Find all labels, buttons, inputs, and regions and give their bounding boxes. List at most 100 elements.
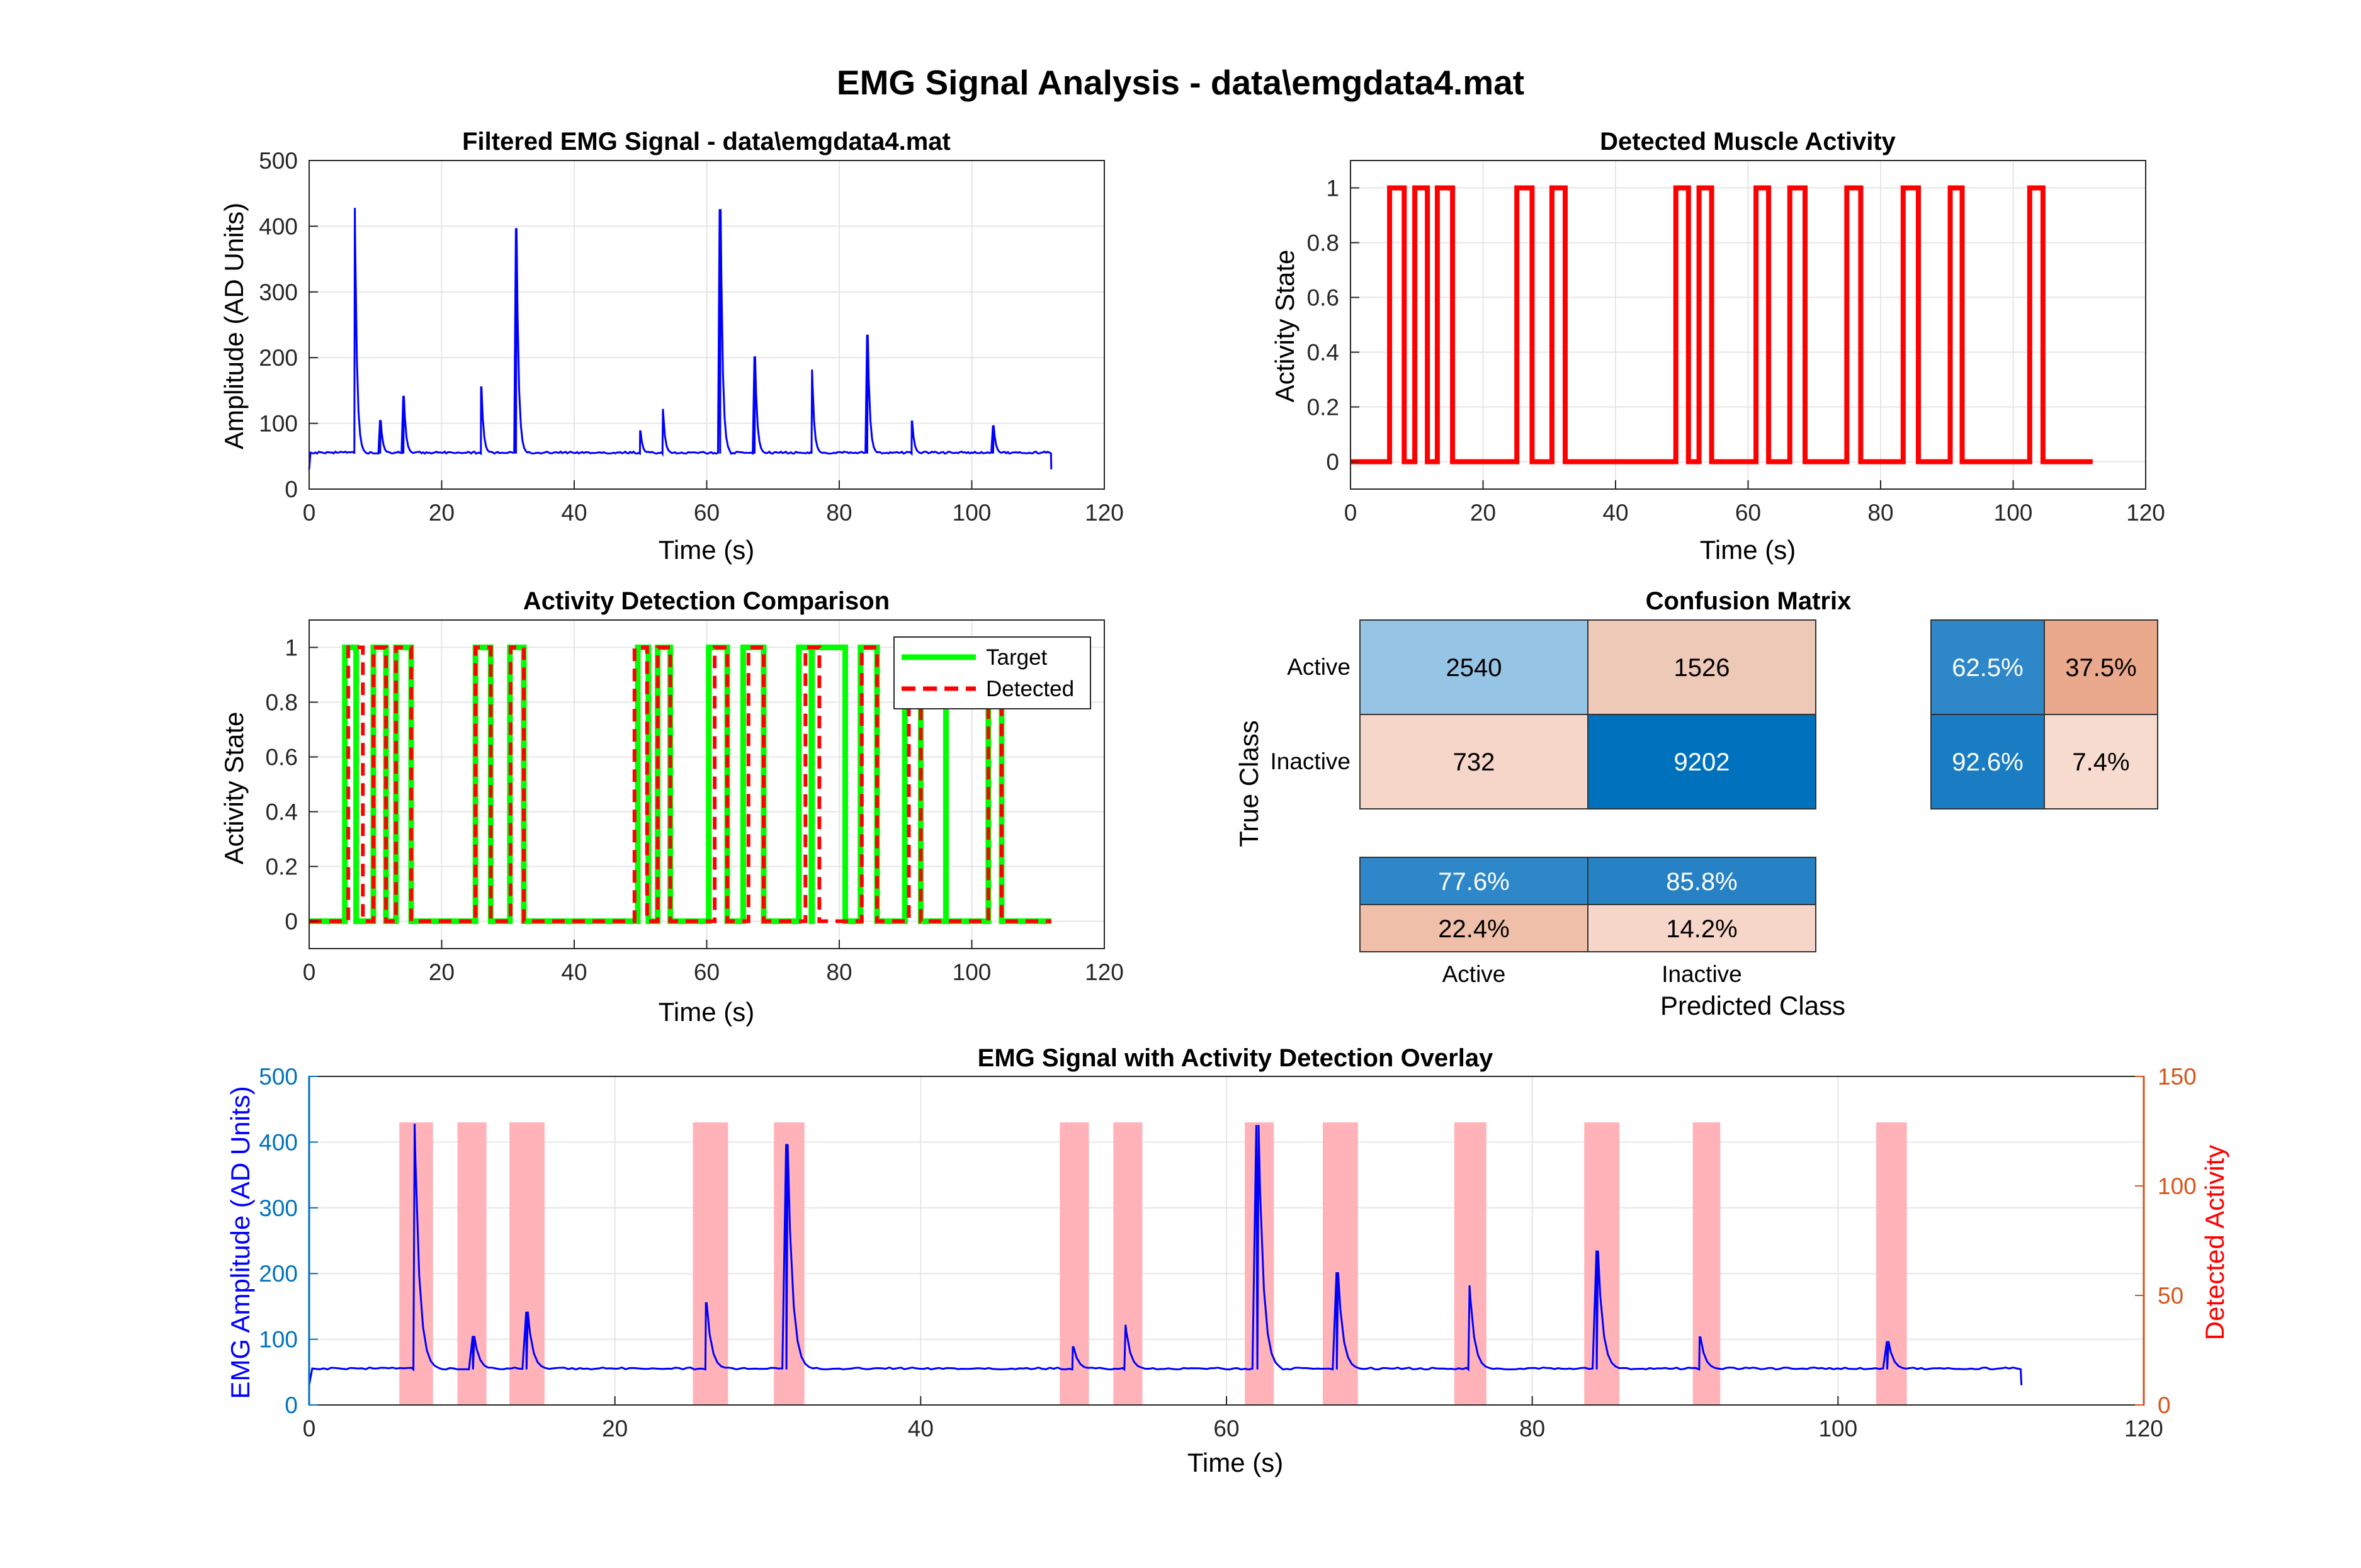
cm-col-summary-value: 77.6%	[1438, 868, 1509, 896]
x-tick-label: 80	[826, 500, 852, 526]
y-tick-label: 0	[1326, 449, 1339, 475]
y-tick-label: 0.2	[266, 854, 298, 880]
cm-row-label: Active	[1287, 654, 1350, 680]
cm-col-summary-value: 85.8%	[1666, 868, 1737, 896]
cm-row-summary-value: 62.5%	[1952, 654, 2023, 682]
detected-line	[309, 645, 1051, 923]
x-tick-label: 40	[561, 500, 587, 526]
x-tick-label: 80	[826, 959, 852, 985]
y-tick-label: 200	[259, 1261, 298, 1287]
x-tick-label: 0	[303, 1416, 316, 1441]
y-tick-label: 0	[285, 477, 298, 502]
x-tick-label: 0	[1344, 500, 1357, 526]
cm-row-summary-cell	[2044, 619, 2158, 715]
cm-col-summary-cell	[1587, 857, 1816, 905]
x-tick-label: 20	[602, 1416, 628, 1441]
detected-activity-line	[1350, 185, 2093, 465]
y-right-tick-label: 0	[2158, 1392, 2171, 1418]
x-tick-label: 100	[953, 959, 992, 985]
y-tick-label: 100	[259, 411, 298, 437]
x-tick-label: 20	[429, 959, 455, 985]
x-tick-label: 20	[1470, 500, 1496, 526]
y-tick-label: 300	[259, 279, 298, 305]
x-tick-label: 60	[1735, 500, 1761, 526]
confusion-title: Confusion Matrix	[1646, 587, 1852, 615]
x-tick-label: 100	[1994, 500, 2033, 526]
filtered-emg-line	[308, 208, 1053, 470]
y-tick-label: 400	[259, 1129, 298, 1155]
cm-col-summary-cell	[1359, 904, 1588, 952]
filtered-ylabel: Amplitude (AD Units)	[219, 203, 249, 449]
legend-target-label: Target	[986, 645, 1048, 670]
x-tick-label: 120	[1085, 500, 1124, 526]
y-tick-label: 0.8	[1307, 230, 1339, 256]
cm-ylabel: True Class	[1234, 720, 1264, 847]
y-tick-label: 0.6	[1307, 285, 1339, 311]
y-right-tick-label: 100	[2158, 1173, 2197, 1199]
x-tick-label: 20	[429, 500, 455, 526]
y-tick-label: 400	[259, 213, 298, 239]
y-right-tick-label: 50	[2158, 1283, 2183, 1309]
cm-cell-inactive-inactive	[1587, 714, 1816, 809]
x-tick-label: 40	[1602, 500, 1628, 526]
x-tick-label: 120	[2126, 500, 2165, 526]
cm-cell-active-active	[1359, 619, 1588, 715]
cm-row-summary-value: 92.6%	[1952, 748, 2023, 776]
cm-cell-active-inactive	[1587, 619, 1816, 715]
activity-panel-title: Detected Muscle Activity	[1600, 128, 1896, 155]
x-tick-label: 120	[1085, 959, 1124, 985]
activity-overlay-span	[457, 1122, 487, 1405]
comparison-legend: Target Detected	[893, 636, 1091, 709]
cm-col-label: Active	[1442, 961, 1506, 987]
confusion-matrix-panel: Confusion Matrix 2540 1526 732 9202 Acti…	[1234, 587, 2158, 1020]
y-tick-label: 300	[259, 1195, 298, 1221]
x-tick-label: 40	[561, 959, 587, 985]
filtered-xlabel: Time (s)	[659, 535, 754, 565]
cm-row-summary-value: 7.4%	[2072, 748, 2129, 776]
x-tick-label: 80	[1519, 1416, 1545, 1441]
activity-overlay-span	[1060, 1122, 1089, 1405]
activity-overlay-span	[1454, 1122, 1486, 1405]
cm-row-summary-cell	[1930, 619, 2045, 715]
y-tick-label: 500	[259, 148, 298, 174]
y-tick-label: 0.8	[266, 690, 298, 716]
cm-value: 1526	[1674, 654, 1730, 682]
activity-overlay-span	[1692, 1122, 1721, 1405]
filtered-emg-panel: Filtered EMG Signal - data\emgdata4.mat …	[219, 128, 1124, 565]
overlay-panel-title: EMG Signal with Activity Detection Overl…	[978, 1044, 1493, 1072]
overlay-ylabel-right: Detected Activity	[2200, 1145, 2229, 1340]
y-tick-label: 100	[259, 1327, 298, 1353]
x-tick-label: 80	[1867, 500, 1893, 526]
cm-col-label: Inactive	[1662, 961, 1742, 987]
y-right-tick-label: 150	[2158, 1064, 2197, 1090]
cm-col-summary-cell	[1359, 857, 1588, 905]
y-tick-label: 0.6	[266, 745, 298, 770]
filtered-panel-title: Filtered EMG Signal - data\emgdata4.mat	[462, 128, 951, 155]
x-tick-label: 60	[694, 959, 720, 985]
comparison-xlabel: Time (s)	[659, 997, 754, 1027]
cm-value: 9202	[1674, 748, 1730, 776]
activity-overlay-span	[774, 1122, 805, 1405]
y-tick-label: 0	[285, 1392, 298, 1418]
x-tick-label: 60	[1213, 1416, 1239, 1441]
comparison-panel-title: Activity Detection Comparison	[523, 587, 890, 615]
activity-panel: Detected Muscle Activity Activity State …	[1270, 128, 2165, 565]
x-tick-label: 60	[694, 500, 720, 526]
y-tick-label: 500	[259, 1064, 298, 1090]
activity-overlay-span	[1113, 1122, 1143, 1405]
activity-ylabel: Activity State	[1270, 250, 1299, 403]
x-tick-label: 0	[303, 959, 316, 985]
x-tick-label: 120	[2124, 1416, 2163, 1441]
y-tick-label: 0	[285, 909, 298, 935]
cm-row-summary-cell	[1930, 714, 2045, 809]
cm-value: 732	[1453, 748, 1495, 776]
cm-xlabel: Predicted Class	[1660, 991, 1845, 1020]
activity-overlay-span	[693, 1122, 728, 1405]
cm-value: 2540	[1446, 654, 1502, 682]
comparison-ylabel: Activity State	[219, 712, 249, 865]
y-tick-label: 1	[285, 635, 298, 661]
overlay-ylabel-left: EMG Amplitude (AD Units)	[225, 1086, 255, 1399]
x-tick-label: 100	[1818, 1416, 1857, 1441]
y-tick-label: 200	[259, 345, 298, 371]
